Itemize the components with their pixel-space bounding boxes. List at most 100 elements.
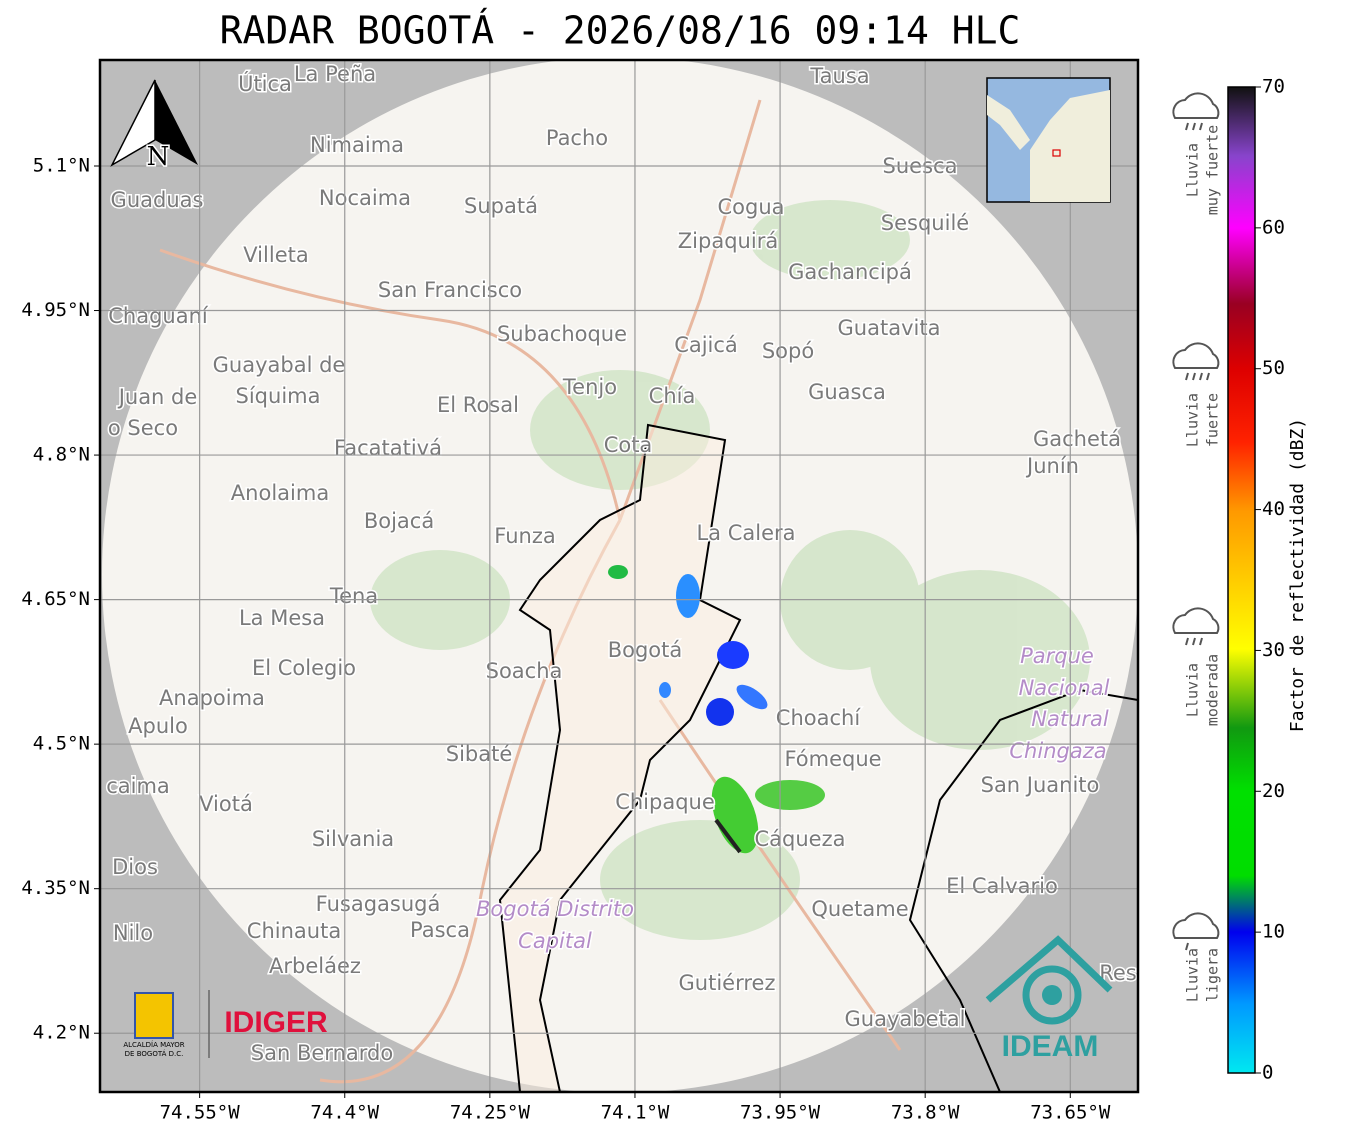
place-label: Cota xyxy=(604,433,653,457)
place-label: Chinauta xyxy=(247,919,341,943)
place-label: Cáqueza xyxy=(755,827,846,851)
place-label: Arbeláez xyxy=(269,954,361,978)
place-label: Nimaima xyxy=(310,133,404,157)
colorbar-ticks: 0 10 20 30 40 50 60 70 xyxy=(1255,76,1285,1084)
logo-idiger: IDIGER xyxy=(224,1006,328,1039)
map-frame xyxy=(98,58,1140,1094)
place-label: Anapoima xyxy=(159,686,265,710)
colorbar-tick-label: 30 xyxy=(1262,639,1285,661)
place-label: Apulo xyxy=(128,714,188,738)
place-label: Tena xyxy=(329,584,378,608)
place-label: Facatativá xyxy=(334,436,442,460)
place-label: Anolaima xyxy=(231,481,329,505)
colorbar-tick-label: 0 xyxy=(1262,1062,1273,1084)
legend-label: moderada xyxy=(1204,654,1222,726)
legend-icon xyxy=(1192,372,1196,381)
colorbar-tick-label: 50 xyxy=(1262,357,1285,379)
radar-echoes xyxy=(608,565,825,854)
place-label: El Rosal xyxy=(437,393,519,417)
north-arrow: N xyxy=(110,79,198,174)
legend-icon xyxy=(1172,342,1220,369)
colorbar xyxy=(1227,86,1256,1074)
legend-icon xyxy=(1185,637,1189,646)
place-label: Cajicá xyxy=(674,333,738,357)
place-label: Gachancipá xyxy=(788,260,912,284)
place-label: Parque xyxy=(1020,644,1094,668)
legend-icon xyxy=(1192,122,1196,131)
place-label: Capital xyxy=(518,929,592,953)
chart-title: RADAR BOGOTÁ - 2026/08/16 09:14 HLC xyxy=(220,9,1021,53)
place-label: Útica xyxy=(238,71,292,96)
legend-icon xyxy=(1185,122,1189,131)
place-label: Sopó xyxy=(762,339,814,363)
place-label: Soacha xyxy=(486,659,563,683)
place-label: Fusagasugá xyxy=(316,892,441,916)
place-label: Guatavita xyxy=(838,316,941,340)
x-tick-label: 74.25°W xyxy=(450,1102,531,1124)
colorbar-tick-label: 70 xyxy=(1262,76,1285,98)
y-tick-label: 4.35°N xyxy=(21,877,90,899)
legend-label: Lluvia xyxy=(1184,663,1202,717)
colorbar-tick-label: 10 xyxy=(1262,921,1285,943)
place-label: Res xyxy=(1099,961,1137,985)
place-label: Sibaté xyxy=(446,742,513,766)
x-tick-label: 73.8°W xyxy=(891,1102,960,1124)
place-label: Viotá xyxy=(199,792,253,816)
legend-icon xyxy=(1185,942,1189,951)
legend-label: fuerte xyxy=(1204,393,1222,447)
place-label: Guayabal de xyxy=(213,353,346,377)
legend-label: Lluvia xyxy=(1184,948,1202,1002)
logo-text: IDEAM xyxy=(1002,1030,1099,1063)
place-label: Junín xyxy=(1025,454,1079,478)
logo-alcaldia: ALCALDÍA MAYOR DE BOGOTÁ D.C. xyxy=(123,990,210,1058)
place-label: San Bernardo xyxy=(251,1041,393,1065)
colorbar-tick-label: 40 xyxy=(1262,498,1285,520)
place-label: Chía xyxy=(649,384,696,408)
y-tick-label: 4.5°N xyxy=(33,733,90,755)
legend-label: ligera xyxy=(1204,948,1222,1002)
x-tick-label: 74.4°W xyxy=(310,1102,379,1124)
y-tick-label: 4.8°N xyxy=(33,444,90,466)
place-label: Síquima xyxy=(236,384,321,408)
place-label: Nocaima xyxy=(319,186,411,210)
place-label: Guayabetal xyxy=(845,1007,966,1031)
place-label: Bogotá xyxy=(608,638,683,662)
colorbar-tick-label: 20 xyxy=(1262,780,1285,802)
place-label: Juan de xyxy=(117,385,198,409)
y-tick-label: 4.65°N xyxy=(21,588,90,610)
legend-icon xyxy=(1199,637,1203,646)
place-label: Dios xyxy=(112,855,158,879)
place-label: Chipaque xyxy=(615,790,715,814)
place-label: Chaguaní xyxy=(108,304,209,328)
place-label: Zipaquirá xyxy=(678,229,778,253)
place-label: caima xyxy=(106,774,170,798)
place-label: Gachetá xyxy=(1033,427,1121,451)
department-boundary xyxy=(908,688,1138,1092)
place-label: Nacional xyxy=(1019,676,1110,700)
place-label: Fómeque xyxy=(784,747,881,771)
place-label: Chingaza xyxy=(1009,739,1106,763)
place-label: El Calvario xyxy=(946,874,1058,898)
place-label: Cogua xyxy=(717,195,784,219)
legend-icon xyxy=(1172,92,1220,119)
logo-ideam: IDEAM xyxy=(985,935,1113,1063)
place-label: Subachoque xyxy=(497,322,627,346)
legend-icon xyxy=(1192,637,1196,646)
map: Útica La Peña Tausa Pacho Nimaima Guaduas Noca… xyxy=(100,60,1138,1092)
place-label: Silvania xyxy=(312,827,394,851)
place-label: Supatá xyxy=(464,194,538,218)
place-label: Tenjo xyxy=(562,375,617,399)
grid xyxy=(100,60,1138,1092)
y-tick-label: 4.95°N xyxy=(21,299,90,321)
legend-label: Lluvia xyxy=(1184,393,1202,447)
legend-icon xyxy=(1199,122,1203,131)
y-tick-label: 4.2°N xyxy=(33,1022,90,1044)
place-label: La Peña xyxy=(294,62,376,86)
place-label: Funza xyxy=(494,524,555,548)
legend-label: Lluvia xyxy=(1184,143,1202,197)
x-tick-label: 73.95°W xyxy=(740,1102,821,1124)
place-label: El Colegio xyxy=(252,656,356,680)
legend-icon xyxy=(1199,372,1203,381)
